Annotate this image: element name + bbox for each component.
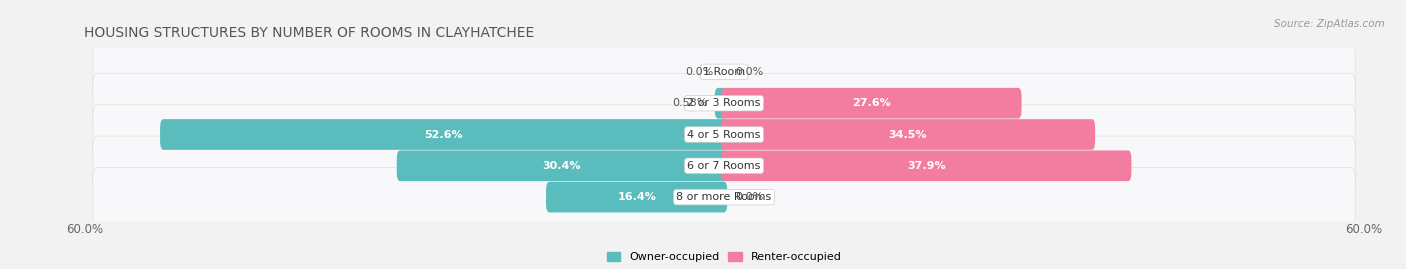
- Text: HOUSING STRUCTURES BY NUMBER OF ROOMS IN CLAYHATCHEE: HOUSING STRUCTURES BY NUMBER OF ROOMS IN…: [84, 26, 534, 40]
- Text: 8 or more Rooms: 8 or more Rooms: [676, 192, 772, 202]
- Text: Source: ZipAtlas.com: Source: ZipAtlas.com: [1274, 19, 1385, 29]
- Text: 0.58%: 0.58%: [672, 98, 707, 108]
- Legend: Owner-occupied, Renter-occupied: Owner-occupied, Renter-occupied: [602, 247, 846, 267]
- Text: 52.6%: 52.6%: [425, 129, 463, 140]
- FancyBboxPatch shape: [396, 150, 727, 181]
- FancyBboxPatch shape: [160, 119, 727, 150]
- FancyBboxPatch shape: [714, 88, 727, 119]
- Text: 6 or 7 Rooms: 6 or 7 Rooms: [688, 161, 761, 171]
- Text: 1 Room: 1 Room: [703, 67, 745, 77]
- FancyBboxPatch shape: [93, 73, 1355, 133]
- Text: 16.4%: 16.4%: [617, 192, 657, 202]
- Text: 2 or 3 Rooms: 2 or 3 Rooms: [688, 98, 761, 108]
- Text: 30.4%: 30.4%: [543, 161, 581, 171]
- Text: 4 or 5 Rooms: 4 or 5 Rooms: [688, 129, 761, 140]
- Text: 37.9%: 37.9%: [907, 161, 945, 171]
- FancyBboxPatch shape: [721, 150, 1132, 181]
- Text: 0.0%: 0.0%: [735, 67, 763, 77]
- FancyBboxPatch shape: [721, 119, 1095, 150]
- FancyBboxPatch shape: [93, 167, 1355, 227]
- FancyBboxPatch shape: [546, 182, 727, 213]
- FancyBboxPatch shape: [93, 42, 1355, 102]
- Text: 34.5%: 34.5%: [889, 129, 928, 140]
- FancyBboxPatch shape: [93, 105, 1355, 164]
- FancyBboxPatch shape: [721, 88, 1022, 119]
- Text: 0.0%: 0.0%: [685, 67, 713, 77]
- FancyBboxPatch shape: [93, 136, 1355, 196]
- Text: 27.6%: 27.6%: [852, 98, 890, 108]
- Text: 0.0%: 0.0%: [735, 192, 763, 202]
